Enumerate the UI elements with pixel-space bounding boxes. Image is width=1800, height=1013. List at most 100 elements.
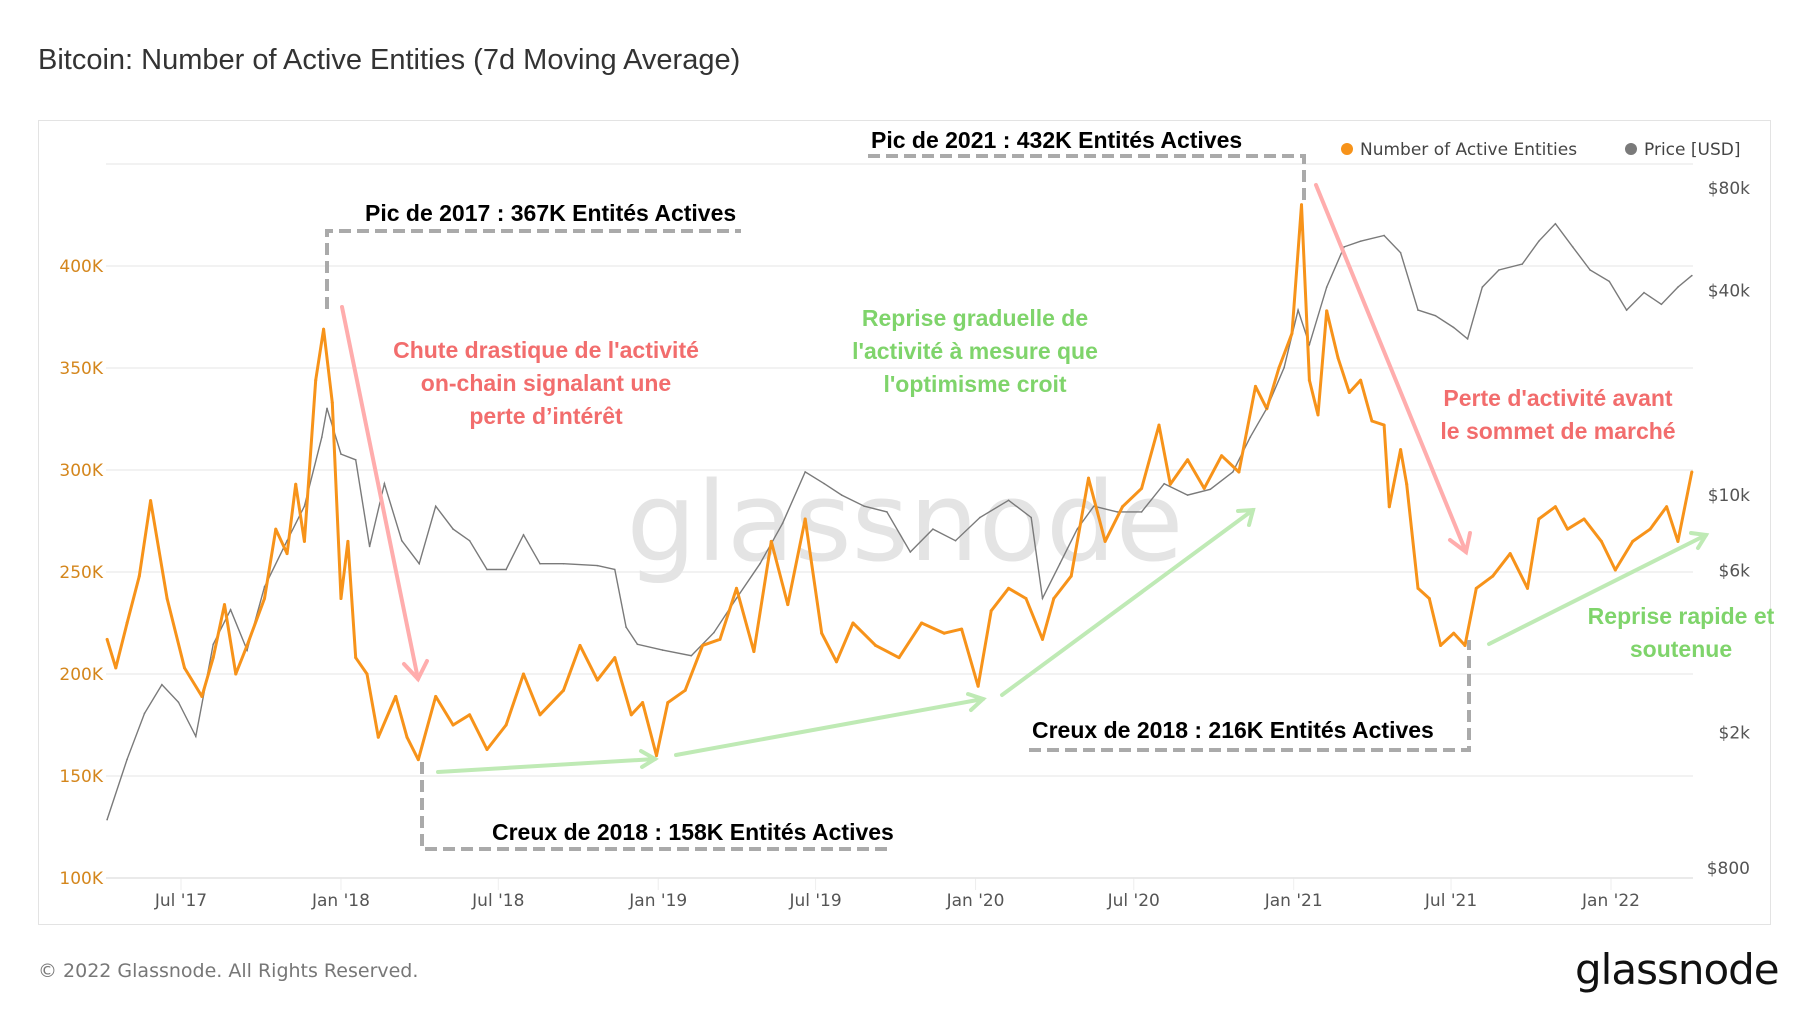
green-arrowhead-2 <box>966 692 987 712</box>
entities-point <box>394 694 398 698</box>
entities-point <box>1103 539 1107 543</box>
entities-point <box>211 656 215 660</box>
entities-point <box>1202 486 1206 490</box>
entities-point <box>285 552 289 556</box>
entities-series-line <box>105 203 1694 762</box>
dashed-guides <box>325 154 1471 851</box>
right-axis-tick-label: $800 <box>1707 859 1750 879</box>
entities-point <box>165 597 169 601</box>
entities-point <box>683 688 687 692</box>
price-point <box>368 545 371 548</box>
entities-point <box>1382 423 1386 427</box>
watermark: glassnode <box>627 458 1184 586</box>
entities-point <box>1277 366 1281 370</box>
price-point <box>212 643 214 646</box>
entities-point <box>629 713 633 717</box>
entities-point <box>1120 505 1124 509</box>
entities-point <box>1399 448 1403 452</box>
entities-point <box>734 586 738 590</box>
price-point <box>1521 263 1524 265</box>
price-point <box>1383 234 1385 237</box>
loss-annotation-line-2: le sommet de marché <box>1440 418 1675 444</box>
price-point <box>562 562 565 565</box>
entities-point <box>1405 482 1409 486</box>
entities-point <box>718 637 722 641</box>
left-axis-tick-label: 150K <box>59 767 103 787</box>
legend: Number of Active Entities Price [USD] <box>1341 140 1740 160</box>
entities-point <box>1336 356 1340 360</box>
recovery-annotation-line-1: Reprise graduelle de <box>862 305 1088 331</box>
recovery-annotation-line-2: l'activité à mesure que <box>852 338 1098 364</box>
red-arrow-drop <box>340 305 420 681</box>
price-point <box>954 539 957 542</box>
entities-point <box>1452 631 1456 635</box>
loss-annotation-line-1: Perte d'activité avant <box>1443 385 1673 411</box>
price-point <box>1265 407 1268 410</box>
entities-point <box>701 643 705 647</box>
price-point <box>383 482 386 485</box>
price-point <box>486 568 488 571</box>
price-point <box>1677 286 1679 288</box>
price-point <box>1343 246 1345 248</box>
entities-point <box>820 631 824 635</box>
x-axis-tick-label: Jul '21 <box>1424 891 1477 911</box>
entities-point <box>1253 384 1257 388</box>
red-arrowhead-drop <box>402 659 429 683</box>
price-point <box>1030 516 1032 519</box>
entities-point <box>960 627 964 631</box>
left-axis-tick-label: 250K <box>59 563 103 583</box>
peak-2017-guide <box>325 229 741 309</box>
price-point <box>932 528 934 530</box>
entities-point <box>874 643 878 647</box>
x-axis-tick-label: Jul '18 <box>471 891 524 911</box>
left-axis-tick-label: 300K <box>59 461 103 481</box>
green-arrowhead-1 <box>639 749 659 769</box>
drop-annotation-line-1: Chute drastique de l'activité <box>393 337 699 363</box>
price-point <box>1608 280 1611 283</box>
entities-point <box>522 672 526 676</box>
price-point <box>340 453 342 455</box>
entities-point <box>262 597 266 601</box>
price-point <box>613 568 616 571</box>
price-point <box>106 818 108 821</box>
x-axis: Jul '17 Jan '18 Jul '18 Jan '19 Jul '19 Jan '… <box>106 877 1693 911</box>
entities-point <box>989 609 993 613</box>
entities-point <box>538 713 542 717</box>
right-axis-tick-label: $10k <box>1708 486 1750 506</box>
entities-point <box>976 684 980 688</box>
red-arrows <box>340 183 1472 683</box>
entities-point <box>942 631 946 635</box>
entities-point <box>346 539 350 543</box>
peak-2021-guide <box>868 154 1306 202</box>
price-point <box>1399 251 1402 254</box>
entities-point <box>200 694 204 698</box>
price-point <box>1283 366 1285 369</box>
green-arrowhead-3 <box>1236 507 1256 527</box>
entities-point <box>1140 486 1144 490</box>
price-point <box>1538 240 1540 242</box>
entities-point <box>578 643 582 647</box>
price-point <box>1452 326 1455 329</box>
price-point <box>354 458 357 461</box>
entities-point <box>1157 423 1161 427</box>
price-point <box>1209 488 1212 491</box>
entities-point <box>1690 470 1694 474</box>
entities-point <box>504 723 508 727</box>
price-point <box>326 407 328 410</box>
entities-point <box>485 747 489 751</box>
price-point <box>143 712 146 715</box>
trough-2018-b-label: Creux de 2018 : 216K Entités Actives <box>1032 717 1434 743</box>
entities-point <box>1553 505 1557 509</box>
x-axis-tick-label: Jan '18 <box>311 891 370 911</box>
entities-point <box>1491 574 1495 578</box>
entities-point <box>1665 505 1669 509</box>
entities-point <box>294 482 298 486</box>
price-point <box>1643 291 1645 294</box>
entities-point <box>354 656 358 660</box>
price-point <box>1249 436 1252 438</box>
entities-point <box>920 621 924 625</box>
entities-point <box>561 688 565 692</box>
entities-point <box>1069 574 1073 578</box>
entities-point <box>222 603 226 607</box>
green-arrowhead-4 <box>1689 531 1710 550</box>
